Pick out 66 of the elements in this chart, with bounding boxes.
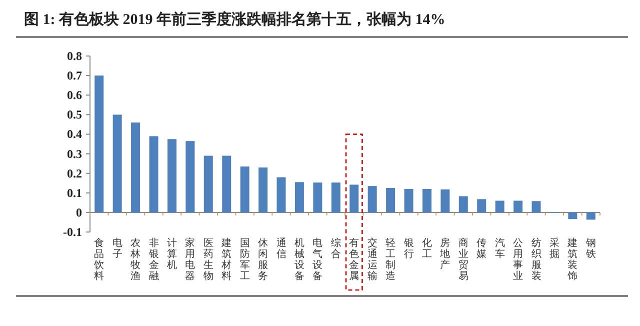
bar <box>495 200 504 212</box>
x-tick-label: 交通运输 <box>367 237 378 282</box>
bar <box>514 200 523 212</box>
x-tick-label: 休闲服务 <box>258 238 268 282</box>
y-tick-label: 0.6 <box>67 88 82 102</box>
x-tick-label: 医药生物 <box>203 238 214 282</box>
x-tick-label: 轻工制造 <box>386 237 396 282</box>
x-tick-label: 公用事业 <box>513 237 524 282</box>
x-tick-label: 农林牧渔 <box>130 238 141 282</box>
bar <box>568 212 578 220</box>
bar <box>149 136 158 212</box>
bar <box>258 167 268 212</box>
x-tick-label: 汽车 <box>494 237 505 260</box>
x-tick-label: 房地产 <box>439 237 450 271</box>
bar <box>368 186 377 212</box>
bar <box>186 141 195 212</box>
bar <box>112 114 122 212</box>
chart-title: 图 1: 有色板块 2019 年前三季度涨跌幅排名第十五，张幅为 14% <box>24 10 446 28</box>
y-tick-label: 0.3 <box>67 146 82 161</box>
bar <box>532 201 541 212</box>
bar <box>204 156 213 212</box>
x-tick-label: 有色金属 <box>349 237 360 282</box>
x-tick-label: 计算机 <box>166 237 177 271</box>
x-tick-label: 机械设备 <box>294 237 304 282</box>
x-tick-label: 建筑装饰 <box>566 237 578 282</box>
x-tick-label: 钢铁 <box>584 238 596 260</box>
y-tick-label: 0 <box>76 205 82 220</box>
x-tick-label: 传媒 <box>476 238 487 260</box>
bar <box>440 189 450 212</box>
bar <box>313 182 322 212</box>
bar <box>131 122 140 212</box>
y-tick-label: 0.1 <box>67 186 82 200</box>
x-tick-label: 通信 <box>276 237 286 260</box>
bar <box>404 188 414 212</box>
bar <box>422 188 432 212</box>
bar <box>458 196 468 212</box>
bar <box>167 139 176 212</box>
y-tick-label: -0.1 <box>63 225 82 239</box>
bar <box>350 184 359 212</box>
y-tick-label: 0.8 <box>67 49 82 63</box>
bar <box>222 156 232 212</box>
x-tick-label: 非银金融 <box>148 237 159 282</box>
x-tick-label: 食品饮料 <box>93 237 104 282</box>
x-tick-label: 商业贸易 <box>458 237 468 282</box>
bar <box>477 199 486 212</box>
y-tick-label: 0.5 <box>67 108 82 122</box>
x-tick-label: 电子 <box>112 237 122 260</box>
bar <box>276 177 286 212</box>
bar <box>586 212 596 220</box>
x-tick-label: 采掘 <box>549 237 560 260</box>
y-tick-label: 0.4 <box>67 127 82 142</box>
x-tick-label: 纺织服装 <box>531 237 542 282</box>
x-tick-label: 化工 <box>422 237 432 260</box>
x-tick-label: 电气设备 <box>312 237 323 282</box>
y-tick-label: 0.7 <box>67 68 82 83</box>
y-tick-label: 0.2 <box>67 166 82 180</box>
x-tick-label: 综合 <box>330 237 341 260</box>
x-tick-label: 银行 <box>402 238 414 260</box>
x-tick-label: 家用电器 <box>185 237 196 282</box>
bar <box>240 166 250 212</box>
x-tick-label: 建筑材料 <box>220 237 232 282</box>
bar <box>386 188 396 212</box>
bar <box>294 182 304 212</box>
x-tick-label: 国防军工 <box>240 238 250 282</box>
bar <box>331 182 340 212</box>
bar <box>94 76 104 212</box>
